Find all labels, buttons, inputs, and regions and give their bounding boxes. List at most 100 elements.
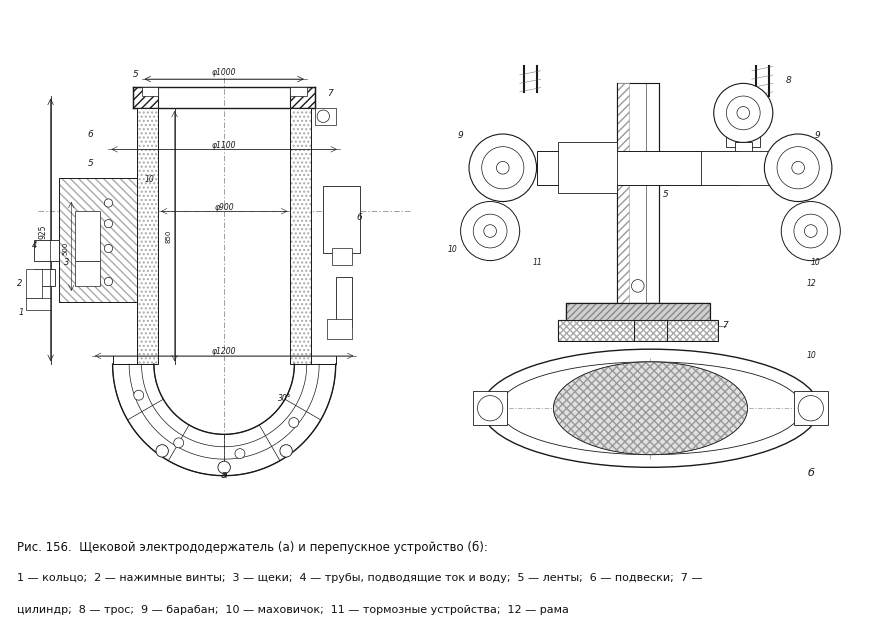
- Circle shape: [483, 225, 496, 237]
- Circle shape: [472, 214, 507, 248]
- Circle shape: [496, 161, 508, 174]
- Ellipse shape: [553, 362, 746, 455]
- Text: Рис. 156.  Щековой электрододержатель (а) и перепускное устройство (б):: Рис. 156. Щековой электрододержатель (а)…: [18, 541, 487, 554]
- Text: 6: 6: [356, 212, 362, 222]
- Bar: [616, 83, 658, 303]
- Bar: [34, 269, 54, 286]
- Bar: [557, 320, 717, 341]
- Bar: [290, 108, 311, 364]
- Text: 5: 5: [88, 159, 93, 168]
- Text: цилиндр;  8 — трос;  9 — барабан;  10 — маховичок;  11 — тормозные устройства;  : цилиндр; 8 — трос; 9 — барабан; 10 — мах…: [18, 605, 569, 615]
- Text: 7: 7: [722, 321, 727, 330]
- Text: 2: 2: [17, 279, 22, 288]
- Bar: [793, 391, 827, 425]
- Text: 11: 11: [532, 258, 542, 267]
- Circle shape: [174, 438, 184, 448]
- Bar: [76, 211, 100, 261]
- Text: 925: 925: [39, 225, 47, 239]
- Bar: [133, 88, 158, 108]
- Bar: [25, 298, 51, 310]
- Text: φ1200: φ1200: [212, 347, 236, 356]
- Bar: [565, 303, 709, 324]
- Text: 9: 9: [457, 131, 463, 140]
- Text: 9: 9: [814, 131, 820, 140]
- Bar: [616, 83, 629, 303]
- Bar: [137, 108, 158, 364]
- Text: 5: 5: [662, 190, 668, 199]
- Bar: [34, 240, 59, 261]
- Circle shape: [481, 147, 523, 189]
- Text: б: б: [806, 468, 813, 478]
- Circle shape: [104, 278, 112, 286]
- Bar: [536, 151, 738, 184]
- Text: 1 — кольцо;  2 — нажимные винты;  3 — щеки;  4 — трубы, подводящие ток и воду;  : 1 — кольцо; 2 — нажимные винты; 3 — щеки…: [18, 573, 702, 583]
- Bar: [331, 248, 352, 265]
- Text: 10: 10: [145, 175, 155, 184]
- Circle shape: [234, 449, 245, 458]
- Bar: [133, 88, 158, 108]
- Text: 8: 8: [785, 76, 790, 85]
- Circle shape: [630, 279, 644, 292]
- Bar: [137, 108, 158, 364]
- Text: 30°: 30°: [277, 394, 291, 403]
- Circle shape: [289, 417, 299, 427]
- Circle shape: [797, 396, 823, 421]
- Circle shape: [279, 445, 292, 457]
- Bar: [335, 278, 352, 327]
- Bar: [59, 178, 137, 302]
- Circle shape: [803, 225, 817, 237]
- Bar: [25, 269, 42, 298]
- Bar: [314, 108, 335, 125]
- Bar: [327, 319, 352, 339]
- Circle shape: [218, 461, 230, 474]
- Bar: [725, 130, 759, 147]
- Text: 10: 10: [448, 245, 457, 254]
- Circle shape: [104, 220, 112, 228]
- Circle shape: [104, 199, 112, 207]
- Text: φ900: φ900: [214, 202, 234, 212]
- Bar: [557, 142, 616, 193]
- Bar: [290, 88, 314, 108]
- Bar: [645, 83, 658, 303]
- Circle shape: [793, 214, 827, 248]
- Circle shape: [460, 201, 519, 261]
- Bar: [141, 88, 158, 96]
- Circle shape: [725, 96, 759, 130]
- Circle shape: [736, 107, 749, 119]
- Text: 3: 3: [64, 258, 69, 267]
- Bar: [76, 261, 100, 286]
- Text: 1: 1: [19, 307, 25, 317]
- Circle shape: [713, 83, 772, 142]
- Ellipse shape: [498, 362, 802, 455]
- Bar: [472, 391, 507, 425]
- Circle shape: [155, 445, 169, 457]
- Bar: [323, 186, 360, 253]
- Text: 7: 7: [327, 89, 333, 97]
- Bar: [290, 108, 311, 364]
- Bar: [137, 108, 158, 364]
- Bar: [59, 178, 137, 302]
- Text: 500: 500: [62, 242, 68, 255]
- Circle shape: [104, 244, 112, 253]
- Bar: [701, 151, 785, 184]
- Circle shape: [764, 134, 831, 201]
- Circle shape: [791, 161, 803, 174]
- Ellipse shape: [481, 349, 818, 468]
- Text: 6: 6: [88, 130, 93, 139]
- Text: 850: 850: [165, 229, 171, 243]
- Text: φ1000: φ1000: [212, 68, 236, 78]
- Bar: [290, 88, 314, 108]
- Bar: [290, 88, 306, 96]
- Circle shape: [776, 147, 818, 189]
- Text: φ1100: φ1100: [212, 141, 236, 150]
- Bar: [557, 320, 717, 341]
- Bar: [565, 303, 709, 324]
- Circle shape: [477, 396, 502, 421]
- Circle shape: [781, 201, 839, 261]
- Circle shape: [469, 134, 536, 201]
- Circle shape: [317, 110, 329, 122]
- Text: а: а: [220, 469, 227, 480]
- Circle shape: [133, 390, 143, 400]
- Bar: [290, 108, 311, 364]
- Bar: [734, 142, 751, 163]
